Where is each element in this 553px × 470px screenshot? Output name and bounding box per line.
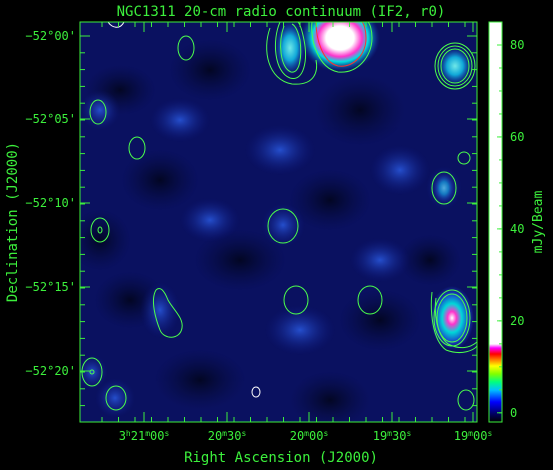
x-axis-label: Right Ascension (J2000) <box>184 450 378 466</box>
contour-lines <box>81 22 477 411</box>
ra-tick-label: 20m30s <box>208 429 247 443</box>
ra-tick-label: 20m00s <box>290 429 329 443</box>
ra-tick-labels: 3h21m00s 20m30s 20m00s 19m30s 19m00s <box>119 429 493 443</box>
colorbar-tick-label: 60 <box>510 130 524 144</box>
colorbar-label: mJy/Beam <box>531 191 546 254</box>
ra-tick-label: 19m00s <box>454 429 493 443</box>
ra-tick-label: 19m30s <box>373 429 412 443</box>
colorbar-gradient <box>489 22 502 422</box>
colorbar: 0 20 40 60 80 mJy/Beam <box>488 21 546 423</box>
map-frame <box>79 21 478 423</box>
colorbar-tick-label: 80 <box>510 38 524 52</box>
source-top-left-center <box>274 22 306 76</box>
dec-tick-label: −52°00' <box>25 29 76 43</box>
colorbar-tick-label: 0 <box>510 406 517 420</box>
map-tick-marks <box>80 22 477 422</box>
radio-map-image <box>80 22 477 422</box>
y-axis-label: Declination (J2000) <box>5 142 21 302</box>
source-top-right <box>437 46 473 86</box>
dec-tick-label: −52°20' <box>25 364 76 378</box>
colorbar-frame <box>488 21 503 423</box>
colorbar-tick-label: 20 <box>510 314 524 328</box>
figure-title: NGC1311 20-cm radio continuum (IF2, r0) <box>117 4 446 20</box>
source-top-center <box>300 22 380 72</box>
colorbar-tick-label: 40 <box>510 222 524 236</box>
dec-tick-label: −52°10' <box>25 196 76 210</box>
dec-tick-label: −52°15' <box>25 280 76 294</box>
source-right-mid <box>434 174 454 202</box>
colorbar-ticks: 0 20 40 60 80 <box>497 38 524 420</box>
dec-tick-label: −52°05' <box>25 112 76 126</box>
ra-tick-label: 3h21m00s <box>119 429 170 443</box>
dec-tick-labels: −52°00' −52°05' −52°10' −52°15' −52°20' <box>25 29 76 378</box>
